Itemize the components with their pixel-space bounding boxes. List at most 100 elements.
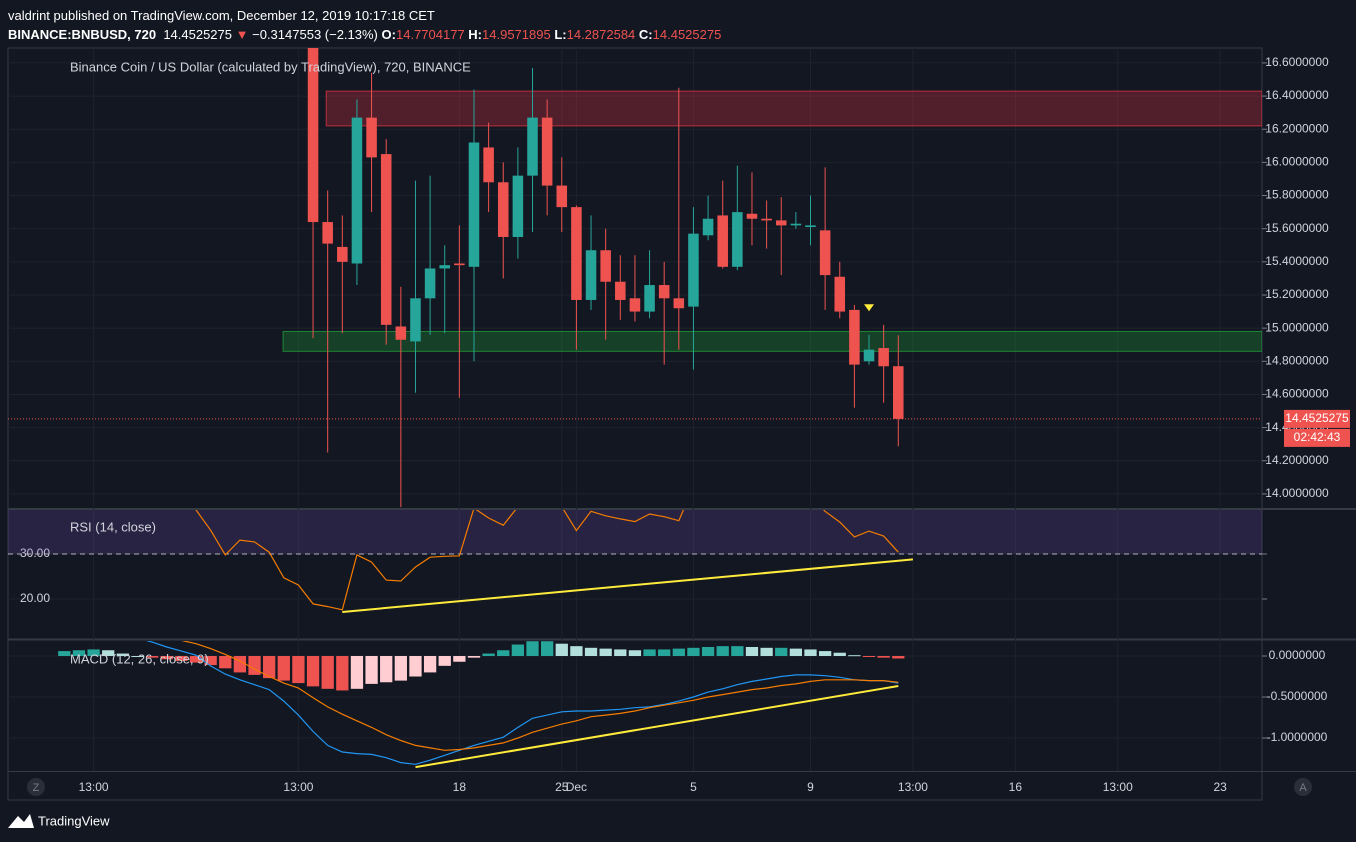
candle-body	[761, 218, 772, 221]
signal-marker	[864, 304, 875, 312]
last-price: 14.4525275	[163, 27, 232, 42]
candle-body	[395, 326, 407, 340]
brand-logo	[8, 814, 34, 828]
candle-body	[732, 212, 743, 267]
histogram-bar	[687, 647, 700, 657]
candle-body	[746, 213, 758, 219]
right-button[interactable]	[1294, 778, 1312, 796]
candle-body	[307, 48, 319, 223]
histogram-bar	[892, 656, 905, 659]
down-arrow: ▼	[235, 27, 249, 42]
histogram-bar	[584, 647, 598, 657]
histogram-bar	[175, 656, 188, 661]
macd-panel	[58, 641, 905, 769]
histogram-bar	[321, 656, 334, 689]
y-tick-label: 16.0000000	[1265, 155, 1329, 169]
histogram-bar	[658, 649, 671, 657]
histogram-bar	[292, 656, 305, 684]
open-label: O:	[381, 27, 396, 42]
candle-body	[717, 215, 728, 267]
y-tick-label: -1.0000000	[1267, 730, 1328, 744]
candle-body	[380, 154, 392, 325]
close-value: 14.4525275	[652, 27, 722, 42]
candle-body	[600, 250, 611, 282]
histogram-bar	[628, 650, 642, 657]
candle-body	[629, 298, 641, 312]
histogram-bar	[467, 656, 481, 658]
high-label: H:	[468, 27, 483, 42]
histogram-bar	[731, 646, 744, 657]
y-tick-label: 15.0000000	[1265, 320, 1329, 334]
candle-body	[497, 182, 509, 237]
right-button-label[interactable]: A	[1299, 782, 1307, 794]
left-button[interactable]	[27, 778, 45, 796]
x-tick-label: 5	[690, 780, 697, 794]
candle-body	[863, 349, 875, 362]
chart-title: Binance Coin / US Dollar (calculated by …	[70, 59, 471, 74]
candle-body	[366, 117, 377, 158]
y-tick-label: 14.0000000	[1265, 486, 1329, 500]
histogram-bar	[775, 647, 788, 657]
histogram-bar	[672, 648, 685, 657]
candle-body	[805, 225, 816, 228]
x-tick-label: 18	[453, 780, 467, 794]
plot-frame	[7, 47, 1263, 801]
low-label: L:	[554, 27, 567, 42]
candle-body	[790, 223, 802, 226]
candle-body	[849, 309, 860, 365]
histogram-bar	[189, 656, 203, 663]
y-tick-label: 15.4000000	[1265, 254, 1329, 268]
candle-body	[483, 147, 494, 183]
histogram-bar	[263, 656, 276, 679]
published: published on TradingView.com, December 1…	[53, 8, 435, 23]
last-price-box	[1284, 409, 1350, 428]
candle-body	[337, 246, 348, 262]
histogram-bar	[380, 656, 393, 683]
histogram-bar	[58, 651, 71, 657]
y-tick-label: 16.4000000	[1265, 88, 1329, 102]
histogram-bar	[643, 649, 656, 657]
trendline	[415, 685, 899, 769]
trendline	[342, 558, 913, 613]
rsi-line	[195, 510, 899, 611]
x-tick-label: 13:00	[1103, 780, 1133, 794]
zone	[325, 90, 1262, 127]
y-tick-label: 15.2000000	[1265, 287, 1329, 301]
histogram-bar	[72, 650, 86, 657]
candle-body	[410, 298, 421, 342]
candle-body	[644, 285, 655, 312]
histogram-bar	[497, 650, 510, 657]
countdown-label: 02:42:43	[1294, 430, 1341, 444]
left-button-label[interactable]: Z	[33, 782, 40, 794]
histogram-bar	[833, 652, 846, 657]
rsi-band	[8, 510, 1262, 555]
x-tick-label: 16	[1009, 780, 1023, 794]
candle-body	[775, 220, 787, 226]
macd-line	[145, 641, 899, 765]
x-tick-label: Dec	[566, 780, 587, 794]
x-tick-label: 25	[555, 780, 569, 794]
x-tick-label: 13:00	[898, 780, 928, 794]
x-tick-label: 9	[807, 780, 814, 794]
header-line-1: valdrint published on TradingView.com, D…	[8, 6, 721, 25]
signal-line	[181, 641, 899, 751]
grid	[8, 48, 1262, 771]
brand: TradingView	[38, 813, 110, 828]
y-tick-label: 14.6000000	[1265, 387, 1329, 401]
y-tick-label: 15.6000000	[1265, 221, 1329, 235]
candle-body	[439, 265, 450, 269]
symbol: BINANCE:BNBUSD, 720	[8, 27, 157, 42]
histogram-bar	[102, 650, 115, 657]
y-tick-label: 30.00	[20, 546, 50, 560]
candle-body	[541, 117, 553, 186]
histogram-bar	[87, 649, 100, 657]
histogram-bar	[306, 656, 320, 687]
histogram-bar	[511, 644, 525, 657]
candle-body	[688, 233, 699, 307]
price-panel	[8, 48, 1262, 508]
x-tick-label: 13:00	[79, 780, 109, 794]
histogram-bar	[555, 643, 568, 657]
low-value: 14.2872584	[566, 27, 636, 42]
